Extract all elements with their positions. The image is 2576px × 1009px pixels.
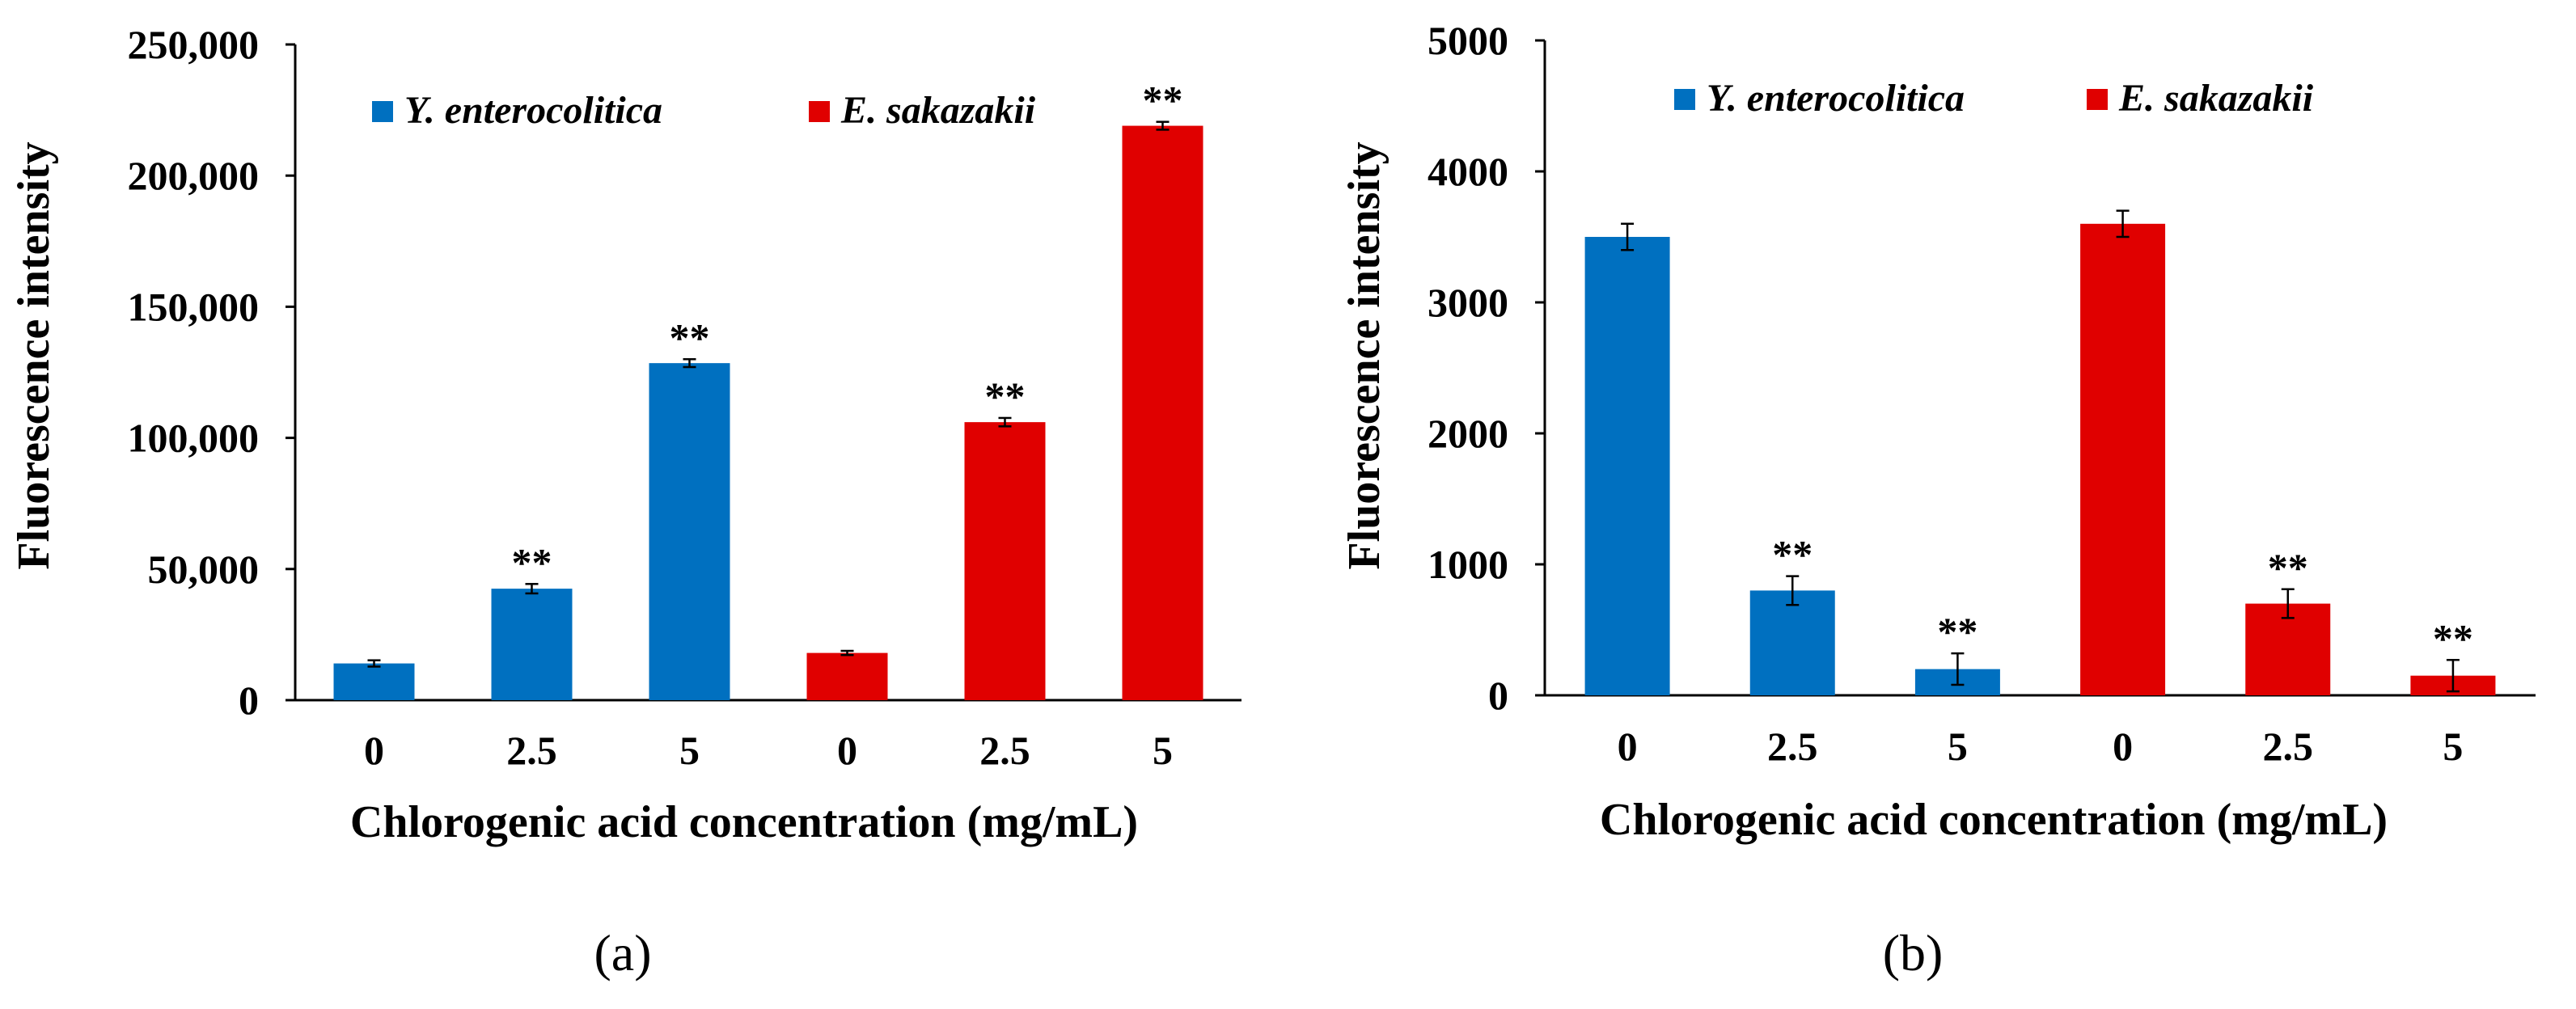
legend-swatch-y-enterocolitica-b [1674,89,1695,110]
bar-b-3 [2080,223,2166,695]
chart-panel-a: Fluorescence intensity Chlorogenic acid … [9,22,1241,847]
y-tick-label-b: 0 [1488,673,1508,718]
x-tick-label-b-0: 0 [1618,724,1638,769]
legend-swatch-y-enterocolitica-a [372,101,393,122]
y-tick-label-a: 0 [239,678,259,723]
x-tick-label-b-1: 2.5 [1767,724,1818,769]
x-tick-label-a-4: 2.5 [979,728,1030,773]
plot-area-b: 0 1000 2000 3000 4000 5000 0 ** 2.5 ** 5 0 ** 2.5 ** 5 [1428,18,2536,769]
bar-a-2 [649,363,730,700]
bar-b-0 [1584,237,1670,695]
panel-label-a: (a) [594,924,651,982]
y-tick-label-a: 200,000 [128,153,260,198]
legend-label-e-sakazakii-a: E. sakazakii [840,89,1036,132]
bar-a-5 [1122,125,1203,701]
significance-label-b-4: ** [2268,545,2308,590]
y-tick-label-a: 100,000 [128,416,260,461]
x-tick-label-a-0: 0 [364,728,384,773]
significance-label-a-5: ** [1143,78,1183,123]
y-tick-label-a: 150,000 [128,284,260,329]
bar-b-1 [1749,590,1835,695]
y-tick-label-b: 3000 [1428,280,1508,325]
bar-a-1 [491,589,573,700]
bar-a-0 [333,663,415,700]
y-tick-label-a: 250,000 [128,22,260,67]
legend-b: Y. enterocolitica E. sakazakii [1674,77,2314,120]
legend-label-y-enterocolitica-b: Y. enterocolitica [1707,77,1965,120]
significance-label-b-1: ** [1772,532,1813,577]
x-tick-label-a-1: 2.5 [506,728,557,773]
significance-label-b-5: ** [2433,615,2473,661]
x-axis-label-a: Chlorogenic acid concentration (mg/mL) [350,797,1138,847]
x-tick-label-b-4: 2.5 [2263,724,2314,769]
legend-label-y-enterocolitica-a: Y. enterocolitica [404,89,662,132]
x-tick-label-a-2: 5 [679,728,700,773]
bar-a-3 [806,652,888,700]
legend-a: Y. enterocolitica E. sakazakii [372,89,1036,132]
legend-label-e-sakazakii-b: E. sakazakii [2118,77,2314,120]
x-tick-label-b-3: 0 [2113,724,2133,769]
x-tick-label-a-3: 0 [837,728,857,773]
legend-swatch-e-sakazakii-a [809,101,830,122]
chart-panel-b: Fluorescence intensity Chlorogenic acid … [1339,18,2536,845]
x-axis-label-b: Chlorogenic acid concentration (mg/mL) [1600,795,2388,845]
y-tick-label-b: 1000 [1428,542,1508,587]
y-tick-label-b: 5000 [1428,18,1508,63]
plot-area-a: 0 50,000 100,000 150,000 200,000 250,000 0 ** 2.… [128,22,1241,773]
y-tick-label-b: 2000 [1428,411,1508,456]
y-tick-label-a: 50,000 [148,547,260,592]
panel-label-b: (b) [1883,924,1944,982]
significance-label-a-2: ** [670,315,710,360]
bar-a-4 [964,422,1046,700]
x-tick-label-b-2: 5 [1948,724,1968,769]
x-tick-label-a-5: 5 [1153,728,1173,773]
legend-swatch-e-sakazakii-b [2087,89,2108,110]
y-axis-label-b: Fluorescence intensity [1339,141,1390,569]
y-axis-label-a: Fluorescence intensity [9,141,59,569]
y-tick-label-b: 4000 [1428,149,1508,194]
significance-label-b-2: ** [1937,609,1977,654]
significance-label-a-4: ** [985,374,1026,419]
significance-label-a-1: ** [512,539,552,585]
x-tick-label-b-5: 5 [2443,724,2463,769]
